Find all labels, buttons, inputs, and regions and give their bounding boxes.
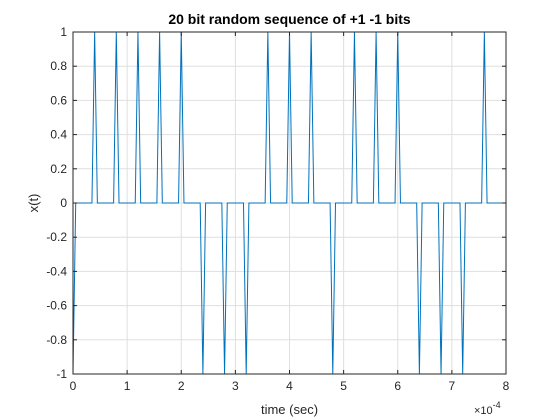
y-tick-label: -0.8 (46, 333, 67, 347)
y-tick-label: -0.6 (46, 299, 67, 313)
y-tick-label: 0 (60, 196, 67, 210)
x-tick-label: 2 (178, 379, 185, 393)
y-tick-label: -0.2 (46, 230, 67, 244)
x-axis-label: time (sec) (261, 402, 318, 417)
x-tick-label: 8 (503, 379, 510, 393)
y-tick-label: 0.4 (50, 128, 67, 142)
x-axis-exponent-power: -4 (493, 400, 501, 410)
x-tick-label: 3 (232, 379, 239, 393)
x-axis-exponent-base: ×10 (474, 405, 493, 417)
y-tick-label: 1 (60, 25, 67, 39)
x-tick-label: 5 (340, 379, 347, 393)
y-axis-label: x(t) (26, 194, 41, 213)
x-tick-label: 4 (286, 379, 293, 393)
y-axis-ticks: -1 -0.8 -0.6 -0.4 -0.2 0 0.2 0.4 0.6 0.8 1 (46, 25, 506, 381)
x-axis-ticks: 0 1 2 3 4 5 6 7 8 (70, 32, 510, 393)
chart-title: 20 bit random sequence of +1 -1 bits (168, 11, 411, 27)
y-tick-label: 0.6 (50, 93, 67, 107)
x-axis-exponent: ×10-4 (474, 400, 501, 417)
x-tick-label: 0 (70, 379, 77, 393)
y-tick-label: 0.2 (50, 162, 67, 176)
y-tick-label: 0.8 (50, 59, 67, 73)
x-tick-label: 1 (124, 379, 131, 393)
x-tick-label: 7 (449, 379, 456, 393)
y-tick-label: -0.4 (46, 264, 67, 278)
x-tick-label: 6 (394, 379, 401, 393)
y-tick-label: -1 (56, 367, 67, 381)
